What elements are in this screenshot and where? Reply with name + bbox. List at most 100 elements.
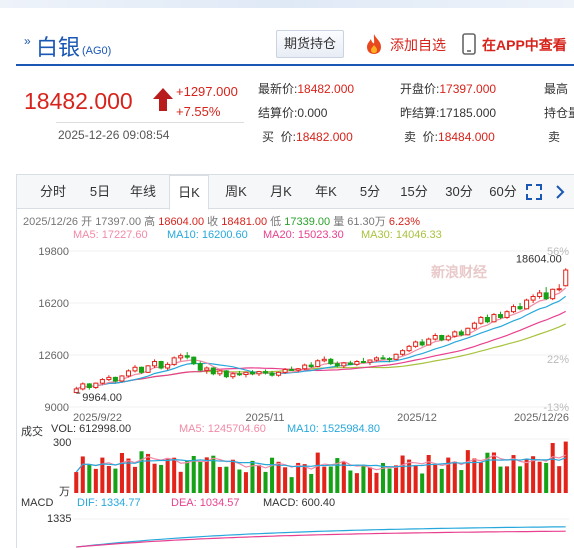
stat-open-interest: 持仓量 bbox=[544, 104, 574, 121]
candle-body-53 bbox=[419, 341, 425, 346]
volume-bar-16 bbox=[178, 471, 183, 493]
y-tick-0: 19800 bbox=[38, 246, 69, 258]
volume-bar-37 bbox=[315, 452, 320, 493]
futures-position-button[interactable]: 期货持仓 bbox=[276, 30, 344, 58]
x-label-2: 2025/12 bbox=[397, 412, 437, 424]
volume-bar-44 bbox=[361, 464, 366, 493]
candle-body-38 bbox=[321, 358, 327, 362]
stat-open-label: 开盘价: bbox=[400, 82, 440, 96]
fullscreen-icon[interactable] bbox=[525, 183, 543, 201]
ma5-value: MA5: 17227.60 bbox=[73, 229, 148, 241]
volume-bar-0 bbox=[74, 472, 79, 493]
stat-overflow-icon: 卖 bbox=[548, 130, 561, 144]
instrument-code: (AG0) bbox=[82, 45, 112, 57]
tab-6[interactable]: 年K bbox=[315, 184, 337, 199]
tab-8[interactable]: 15分 bbox=[400, 184, 428, 199]
current-price: 18482.000 bbox=[24, 88, 133, 114]
volume-bar-48 bbox=[387, 468, 392, 493]
y-tick-2: 12600 bbox=[38, 350, 69, 362]
y-tick-3: 9000 bbox=[45, 402, 69, 414]
volume-bar-47 bbox=[380, 462, 386, 493]
volume-bar-50 bbox=[400, 455, 405, 493]
candle-body-45 bbox=[367, 359, 373, 363]
y-pct-0: 22% bbox=[547, 354, 569, 366]
candle-body-56 bbox=[439, 335, 445, 341]
volume-bar-40 bbox=[335, 458, 340, 493]
candle-body-63 bbox=[484, 316, 490, 323]
volume-ma5: MA5: 1245704.60 bbox=[179, 423, 266, 435]
volume-bar-30 bbox=[270, 457, 275, 493]
volume-bar-65 bbox=[498, 466, 503, 493]
volume-bar-22 bbox=[217, 466, 222, 493]
candle-body-68 bbox=[517, 306, 523, 310]
stat-open: 开盘价:17397.000 bbox=[400, 80, 496, 97]
macd-value: MACD: 600.40 bbox=[263, 497, 336, 509]
tab-2[interactable]: 年线 bbox=[129, 184, 156, 199]
ma20-value: MA20: 15023.30 bbox=[263, 229, 344, 241]
volume-ma10-line bbox=[75, 457, 566, 473]
tab-5[interactable]: 月K bbox=[270, 184, 292, 199]
candle-body-59 bbox=[458, 331, 464, 336]
kline-low-label: 低 bbox=[270, 216, 282, 228]
volume-bar-39 bbox=[328, 466, 333, 493]
volume-axis-unit: 万 bbox=[59, 486, 70, 498]
tab-7[interactable]: 5分 bbox=[359, 184, 381, 199]
candle-body-28 bbox=[256, 371, 262, 375]
top-banner-strip bbox=[0, 0, 574, 8]
volume-bar-21 bbox=[211, 455, 216, 493]
candle-body-16 bbox=[178, 355, 184, 359]
candle-body-66 bbox=[504, 311, 510, 318]
volume-bar-8 bbox=[126, 458, 131, 493]
title-chevron-icon: » bbox=[24, 34, 31, 48]
candle-body-12 bbox=[152, 361, 158, 367]
tab-10[interactable]: 60分 bbox=[489, 184, 517, 199]
candle-body-3 bbox=[93, 382, 99, 389]
flame-icon bbox=[367, 34, 381, 54]
volume-bar-31 bbox=[276, 461, 281, 493]
candle-body-50 bbox=[400, 350, 406, 355]
price-up-arrow-icon bbox=[153, 88, 173, 111]
candle-body-17 bbox=[184, 355, 190, 358]
candle-body-73 bbox=[550, 288, 556, 300]
stat-settle: 结算价:0.000 bbox=[258, 104, 327, 121]
volume-bar-72 bbox=[544, 462, 549, 493]
ma30-line bbox=[76, 323, 566, 390]
tab-3[interactable]: 日K bbox=[169, 175, 209, 210]
candle-body-57 bbox=[445, 335, 451, 341]
tab-4[interactable]: 周K bbox=[225, 184, 247, 199]
volume-bar-28 bbox=[256, 464, 262, 493]
ma20-line bbox=[76, 310, 566, 390]
candle-body-2 bbox=[86, 383, 92, 388]
stat-prev-settle: 昨结算:17185.000 bbox=[400, 104, 496, 121]
tab-0[interactable]: 分时 bbox=[39, 184, 66, 199]
candle-body-11 bbox=[145, 365, 151, 373]
candle-body-69 bbox=[524, 299, 530, 310]
stat-ask-value: 18484.000 bbox=[438, 130, 495, 144]
y-pct-top: 56% bbox=[547, 246, 569, 258]
volume-bar-24 bbox=[230, 459, 235, 493]
volume-bar-52 bbox=[413, 465, 418, 493]
chevron-right-icon[interactable] bbox=[553, 183, 567, 201]
chart-panel: 分时 5日 年线 日K 周K 月K 年K 5分 15分 30分 60分 2025/12/26 开 1… bbox=[16, 174, 574, 548]
volume-vol: VOL: 612998.00 bbox=[51, 423, 132, 435]
volume-bar-58 bbox=[452, 461, 457, 493]
volume-bar-7 bbox=[119, 452, 124, 493]
stat-latest-label: 最新价: bbox=[258, 82, 298, 96]
candle-body-46 bbox=[373, 357, 379, 361]
candle-body-74 bbox=[556, 288, 562, 291]
kline-high: 18604.00 bbox=[158, 216, 205, 228]
stat-latest: 最新价:18482.000 bbox=[258, 80, 354, 97]
macd-label: MACD bbox=[21, 497, 54, 509]
candle-body-7 bbox=[119, 375, 125, 382]
volume-bar-63 bbox=[485, 452, 490, 493]
tab-9[interactable]: 30分 bbox=[445, 184, 473, 199]
tab-1[interactable]: 5日 bbox=[89, 184, 111, 199]
stat-bid-value: 18482.000 bbox=[296, 130, 353, 144]
volume-bar-32 bbox=[283, 467, 288, 493]
instrument-name: 白银 bbox=[36, 35, 81, 60]
volume-bar-20 bbox=[204, 457, 209, 493]
volume-bar-41 bbox=[341, 462, 346, 493]
volume-bar-71 bbox=[537, 461, 542, 493]
candle-body-52 bbox=[413, 341, 419, 347]
volume-bar-5 bbox=[106, 465, 111, 493]
